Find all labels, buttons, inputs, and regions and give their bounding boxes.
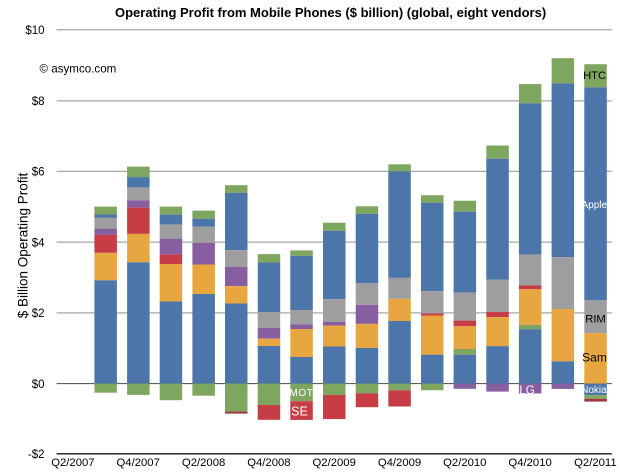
svg-text:Sam: Sam: [582, 351, 607, 365]
svg-text:Q2/2008: Q2/2008: [182, 457, 225, 469]
svg-text:HTC: HTC: [583, 70, 606, 82]
svg-text:Q4/2009: Q4/2009: [378, 457, 421, 469]
svg-text:Q4/2008: Q4/2008: [247, 457, 290, 469]
svg-text:$4: $4: [32, 237, 45, 249]
svg-text:$0: $0: [32, 379, 45, 391]
svg-text:Operating Profit from Mobile P: Operating Profit from Mobile Phones ($ b…: [115, 5, 546, 20]
svg-text:MOT: MOT: [289, 388, 313, 399]
svg-text:$2: $2: [32, 308, 45, 320]
svg-text:-$2: -$2: [28, 449, 45, 461]
svg-text:$10: $10: [25, 25, 44, 37]
svg-text:LG: LG: [519, 385, 534, 397]
svg-text:Q2/2009: Q2/2009: [313, 457, 356, 469]
svg-text:$ Billion Operating Profit: $ Billion Operating Profit: [16, 172, 31, 318]
svg-text:$6: $6: [32, 167, 45, 179]
svg-text:Nokia: Nokia: [581, 385, 607, 396]
svg-text:SE: SE: [291, 404, 308, 418]
svg-text:© asymco.com: © asymco.com: [40, 62, 117, 75]
svg-text:Apple: Apple: [582, 200, 608, 211]
svg-text:Q4/2007: Q4/2007: [117, 457, 160, 469]
svg-text:Q2/2010: Q2/2010: [443, 457, 486, 469]
svg-text:$8: $8: [32, 96, 45, 108]
svg-text:Q2/2011: Q2/2011: [574, 457, 617, 469]
svg-text:Q2/2007: Q2/2007: [51, 457, 94, 469]
svg-text:Q4/2010: Q4/2010: [508, 457, 551, 469]
svg-text:RIM: RIM: [585, 313, 606, 325]
